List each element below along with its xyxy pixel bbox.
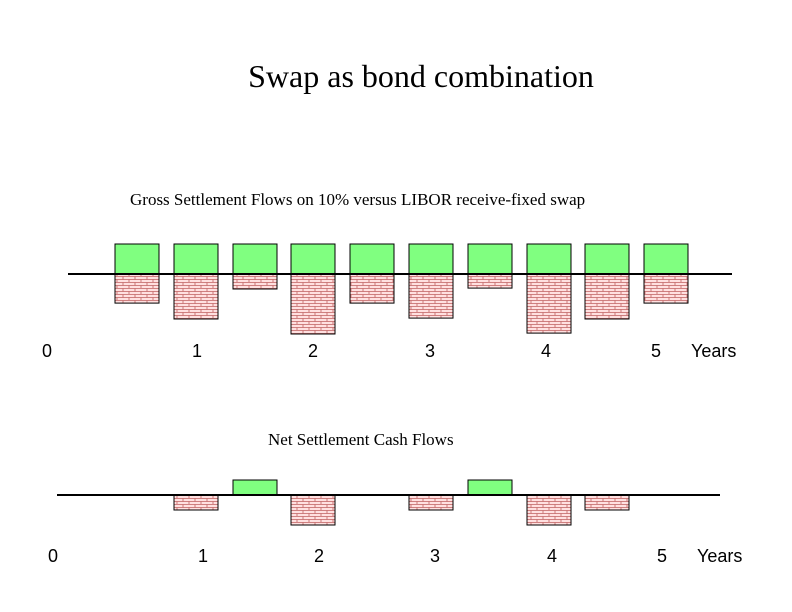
gross-tick-5: 5 xyxy=(651,341,662,361)
gross-payment-bar xyxy=(114,273,160,304)
gross-flows-group xyxy=(68,243,732,335)
gross-receipt-bar xyxy=(349,243,395,275)
gross-tick-4: 4 xyxy=(541,341,552,361)
gross-payment-bar xyxy=(643,273,689,304)
net-tick-2: 2 xyxy=(314,546,325,566)
gross-receipt-bar xyxy=(290,243,336,275)
gross-payment-bar xyxy=(290,273,336,335)
net-tick-4: 4 xyxy=(547,546,558,566)
net-receipt-bar xyxy=(467,479,513,496)
gross-tick-0: 0 xyxy=(42,341,53,361)
gross-payment-bar xyxy=(173,273,219,320)
net-tick-1: 1 xyxy=(198,546,209,566)
gross-caption: Gross Settlement Flows on 10% versus LIB… xyxy=(130,190,586,209)
net-tick-5: 5 xyxy=(657,546,668,566)
net-caption: Net Settlement Cash Flows xyxy=(268,430,454,449)
gross-receipt-bar xyxy=(467,243,513,275)
gross-tick-2: 2 xyxy=(308,341,319,361)
net-payment-bar xyxy=(290,494,336,526)
gross-payment-bar xyxy=(584,273,630,320)
gross-receipt-bar xyxy=(232,243,278,275)
net-receipt-bar xyxy=(232,479,278,496)
gross-receipt-bar xyxy=(526,243,572,275)
gross-receipt-bar xyxy=(584,243,630,275)
gross-receipt-bar xyxy=(114,243,160,275)
net-payment-bar xyxy=(408,494,454,511)
gross-receipt-bar xyxy=(408,243,454,275)
gross-payment-bar xyxy=(467,273,513,289)
net-payment-bar xyxy=(584,494,630,511)
gross-receipt-bar xyxy=(173,243,219,275)
net-flows-group xyxy=(57,479,720,526)
gross-payment-bar xyxy=(408,273,454,319)
diagram-title: Swap as bond combination xyxy=(248,58,594,94)
gross-payment-bar xyxy=(349,273,395,304)
net-unit-label: Years xyxy=(697,546,743,566)
net-payment-bar xyxy=(173,494,219,511)
gross-tick-1: 1 xyxy=(192,341,203,361)
net-tick-3: 3 xyxy=(430,546,441,566)
gross-receipt-bar xyxy=(643,243,689,275)
gross-tick-3: 3 xyxy=(425,341,436,361)
gross-unit-label: Years xyxy=(691,341,737,361)
net-tick-0: 0 xyxy=(48,546,59,566)
gross-payment-bar xyxy=(526,273,572,334)
net-payment-bar xyxy=(526,494,572,526)
gross-payment-bar xyxy=(232,273,278,290)
